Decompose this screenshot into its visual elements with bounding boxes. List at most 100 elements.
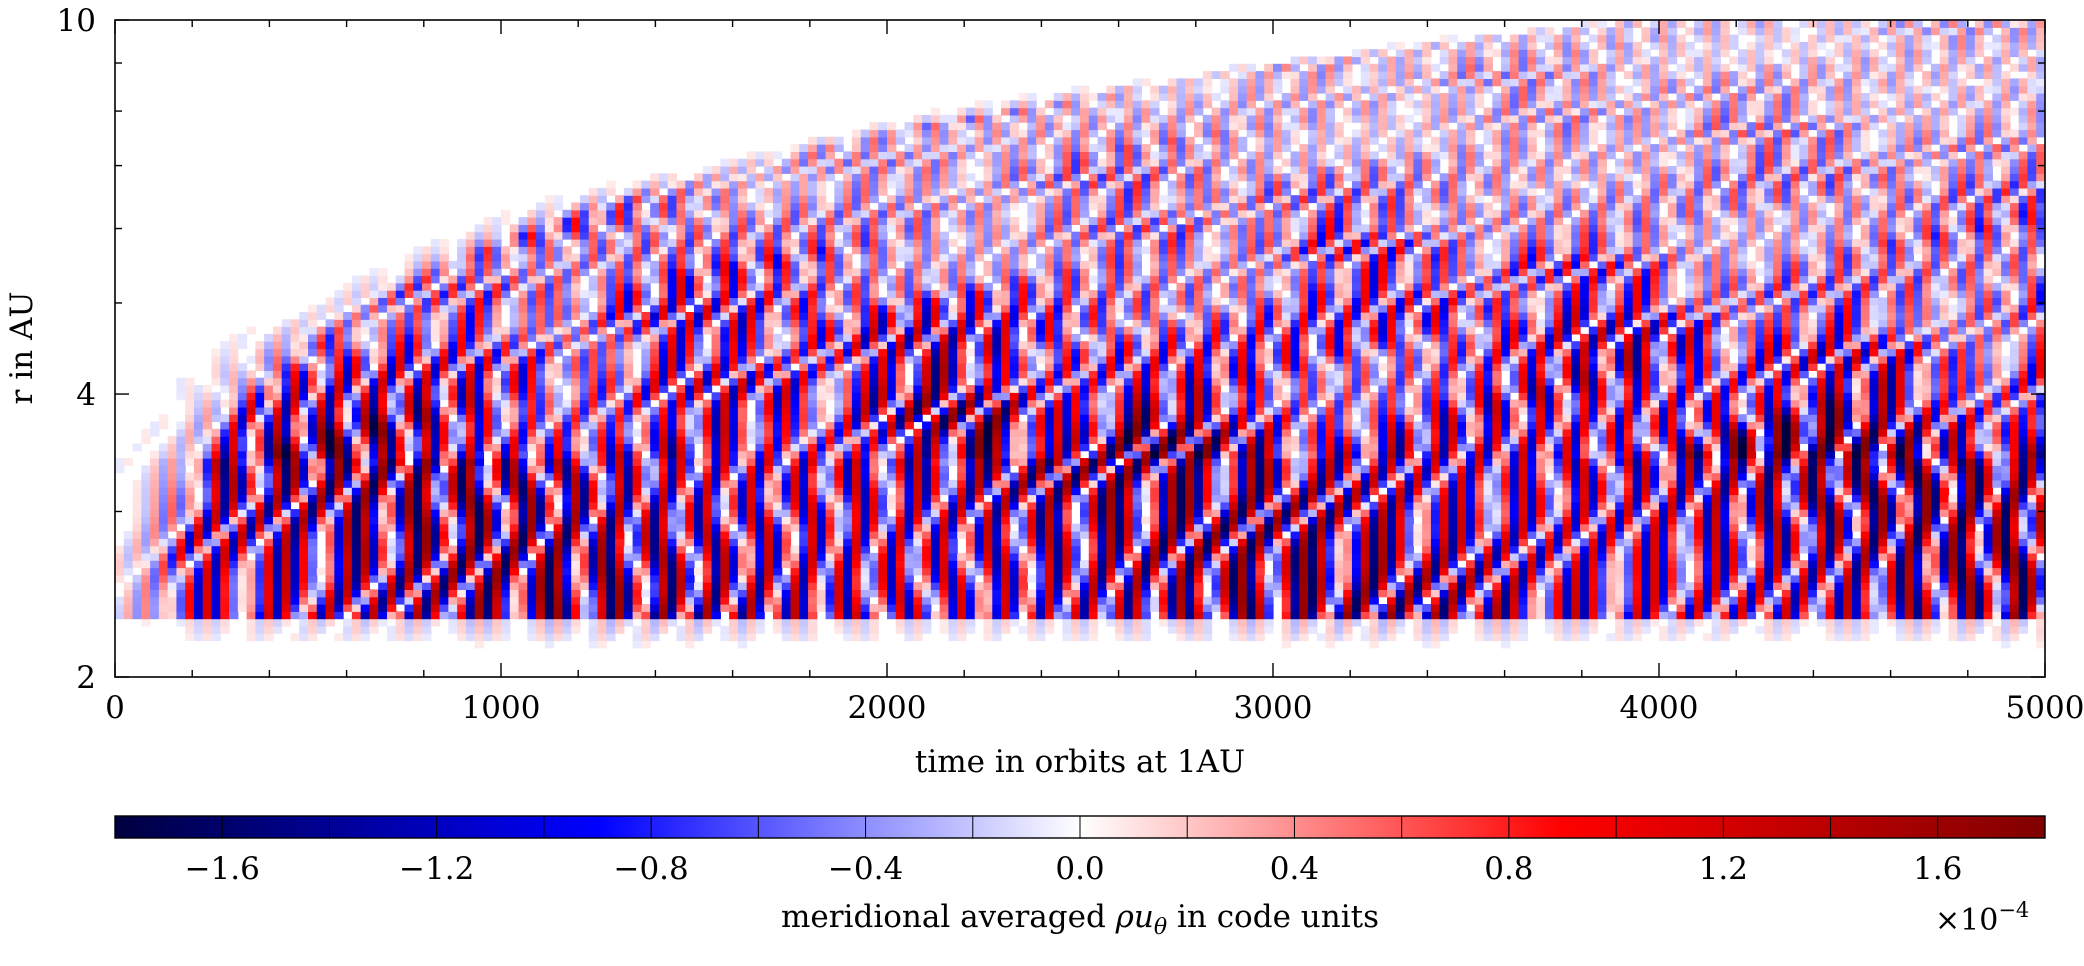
heatmap-cell xyxy=(588,625,599,634)
heatmap-cell xyxy=(1413,487,1423,496)
heatmap-cell xyxy=(1422,494,1432,503)
heatmap-cell xyxy=(1167,574,1178,583)
heatmap-cell xyxy=(957,501,967,510)
heatmap-cell xyxy=(851,501,862,510)
heatmap-cell xyxy=(1299,625,1309,634)
heatmap-cell xyxy=(141,552,151,561)
heatmap-cell xyxy=(2018,574,2029,583)
heatmap-cell xyxy=(729,589,739,598)
heatmap-cell xyxy=(597,574,607,583)
heatmap-cell xyxy=(1264,501,1274,510)
heatmap-cell xyxy=(1966,604,1976,612)
heatmap-cell xyxy=(825,582,835,590)
heatmap-cell xyxy=(1404,516,1414,525)
heatmap-cell xyxy=(404,604,414,612)
heatmap-cell xyxy=(1641,465,1651,474)
heatmap-cell xyxy=(816,552,827,561)
heatmap-cell xyxy=(1992,633,2002,642)
heatmap-cell xyxy=(1922,494,1932,503)
heatmap-cell xyxy=(957,509,967,517)
heatmap-cell xyxy=(1237,596,1248,605)
heatmap-cell xyxy=(185,625,195,634)
heatmap-cell xyxy=(1571,538,1581,547)
heatmap-cell xyxy=(1115,465,1125,474)
heatmap-cell xyxy=(281,465,292,474)
heatmap-cell xyxy=(641,523,651,532)
heatmap-cell xyxy=(1378,633,1388,642)
heatmap-cell xyxy=(430,509,441,517)
heatmap-cell xyxy=(1843,487,1853,496)
heatmap-cell xyxy=(1334,465,1344,474)
heatmap-cell xyxy=(632,552,642,561)
heatmap-cell xyxy=(1887,538,1897,547)
heatmap-cell xyxy=(404,479,414,488)
heatmap-cell xyxy=(1913,545,1923,554)
heatmap-cell xyxy=(887,538,897,547)
heatmap-cell xyxy=(518,574,528,583)
heatmap-cell xyxy=(1597,560,1607,569)
heatmap-cell xyxy=(1448,625,1458,634)
heatmap-cell xyxy=(1325,552,1336,561)
heatmap-cell xyxy=(930,596,941,605)
heatmap-cell xyxy=(992,625,1002,634)
heatmap-cell xyxy=(658,596,669,605)
heatmap-cell xyxy=(1773,574,1783,583)
heatmap-cell xyxy=(983,509,993,517)
heatmap-cell xyxy=(272,604,283,612)
heatmap-cell xyxy=(948,494,958,503)
heatmap-cell xyxy=(158,472,169,481)
heatmap-cell xyxy=(606,531,616,539)
heatmap-cell xyxy=(246,472,256,481)
heatmap-cell xyxy=(2001,531,2011,539)
heatmap-cell xyxy=(158,509,169,517)
heatmap-cell xyxy=(1001,479,1011,488)
heatmap-cell xyxy=(1395,487,1406,496)
heatmap-cell xyxy=(1816,523,1827,532)
heatmap-cell xyxy=(395,552,406,561)
heatmap-cell xyxy=(1650,574,1660,583)
heatmap-cell xyxy=(1825,487,1836,496)
heatmap-cell xyxy=(1273,479,1283,488)
heatmap-cell xyxy=(1448,494,1458,503)
heatmap-cell xyxy=(799,487,809,496)
heatmap-cell xyxy=(1483,596,1493,605)
heatmap-cell xyxy=(860,516,871,525)
heatmap-cell xyxy=(1308,582,1318,590)
heatmap-cell xyxy=(1957,582,1967,590)
heatmap-cell xyxy=(1632,523,1643,532)
heatmap-cell xyxy=(1281,582,1292,590)
heatmap-cell xyxy=(1957,523,1967,532)
heatmap-cell xyxy=(1036,618,1046,627)
heatmap-cell xyxy=(308,501,318,510)
heatmap-cell xyxy=(922,545,932,554)
heatmap-cell xyxy=(1729,545,1739,554)
heatmap-cell xyxy=(457,501,467,510)
heatmap-cell xyxy=(1790,465,1800,474)
heatmap-cell xyxy=(1115,625,1125,634)
heatmap-cell xyxy=(1422,509,1432,517)
heatmap-cell xyxy=(290,604,300,612)
heatmap-cell xyxy=(1316,538,1327,547)
heatmap-cell xyxy=(904,611,914,620)
heatmap-cell xyxy=(264,487,274,496)
heatmap-cell xyxy=(1027,501,1037,510)
heatmap-cell xyxy=(1325,625,1336,634)
heatmap-cell xyxy=(588,604,599,612)
heatmap-cell xyxy=(1667,633,1678,642)
heatmap-cell xyxy=(351,567,362,576)
heatmap-cell xyxy=(887,465,897,474)
heatmap-cell xyxy=(1737,465,1748,474)
heatmap-cell xyxy=(1308,494,1318,503)
heatmap-cell xyxy=(422,465,432,474)
heatmap-cell xyxy=(404,465,414,474)
heatmap-cell xyxy=(1720,589,1730,598)
heatmap-cell xyxy=(132,574,142,583)
heatmap-cell xyxy=(571,625,581,634)
heatmap-cell xyxy=(422,531,432,539)
heatmap-cell xyxy=(781,494,792,503)
heatmap-cell xyxy=(737,545,748,554)
heatmap-cell xyxy=(544,633,555,642)
heatmap-cell xyxy=(1106,509,1116,517)
heatmap-cell xyxy=(755,494,765,503)
